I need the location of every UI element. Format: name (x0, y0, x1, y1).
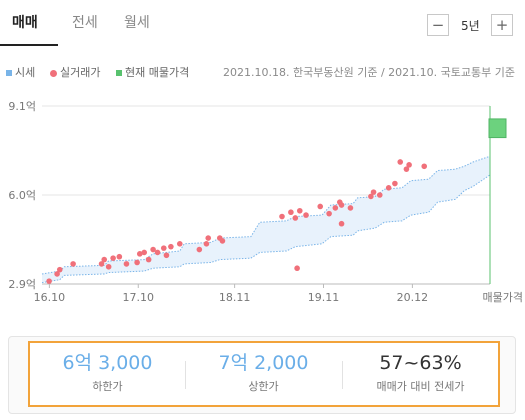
actual-transaction-point (392, 180, 398, 187)
x-tick-label: 16.10 (34, 291, 66, 304)
market-price-upper-line (41, 155, 491, 275)
legend-label: 시세 (15, 66, 36, 79)
period-increase-button[interactable]: + (491, 14, 513, 36)
actual-transaction-point (406, 162, 412, 168)
x-tick-label: 19.11 (308, 291, 340, 304)
actual-transaction-point (303, 212, 309, 218)
upper-price-label: 상한가 (248, 380, 279, 393)
actual-transaction-point (136, 251, 143, 257)
legend-item-market-price: 시세 (6, 64, 35, 80)
actual-transaction-point (205, 235, 212, 241)
actual-transaction-point (292, 215, 299, 221)
period-value: 5년 (461, 19, 480, 33)
price-chart: 2.9억 6.0억 9.1억 16.10 17.10 18.11 19.11 20.12 매물가… (8, 100, 523, 304)
actual-transaction-point (294, 265, 300, 272)
market-price-lower-line (41, 174, 491, 284)
y-tick-label: 2.9억 (8, 278, 36, 291)
actual-transaction-point (56, 266, 63, 273)
period-stepper: − 5년 + (427, 14, 513, 38)
lower-price-metric: 6억 3,000 하한가 (30, 351, 185, 394)
summary-divider (342, 361, 343, 389)
actual-transaction-point (385, 185, 392, 191)
actual-transaction-point (46, 278, 52, 284)
upper-price-metric: 7억 2,000 상한가 (186, 351, 341, 394)
actual-transaction-point (101, 256, 108, 263)
actual-transaction-point (54, 271, 60, 277)
actual-transaction-point (376, 192, 383, 198)
actual-transaction-point (397, 159, 404, 165)
actual-transaction-point (326, 210, 332, 217)
price-summary-box: 6억 3,000 하한가 7억 2,000 상한가 57~63% 매매가 대비 … (28, 341, 500, 407)
legend-item-actual-transaction: 실거래가 (50, 64, 100, 80)
jeonse-ratio-value: 57~63% (379, 352, 462, 374)
actual-transaction-point (160, 245, 167, 251)
actual-transaction-point (141, 249, 148, 256)
legend-label: 실거래가 (60, 66, 101, 79)
jeonse-ratio-metric: 57~63% 매매가 대비 전세가 (343, 351, 498, 394)
tab-sale[interactable]: 매매 (12, 15, 38, 31)
x-tick-label: 18.11 (219, 291, 251, 304)
actual-transaction-point (347, 205, 354, 211)
summary-divider (185, 361, 186, 389)
actual-transaction-point (116, 253, 123, 260)
actual-transaction-point (134, 259, 140, 266)
market-price-band (42, 156, 490, 283)
actual-transaction-point (370, 189, 377, 195)
actual-transaction-point (154, 249, 161, 256)
actual-transaction-point (279, 213, 285, 220)
actual-transaction-point (176, 241, 183, 247)
actual-transaction-point (196, 246, 203, 253)
actual-transaction-point (123, 261, 130, 267)
actual-transaction-point (338, 220, 345, 227)
tab-jeonse[interactable]: 전세 (72, 15, 98, 31)
actual-transaction-point (70, 261, 76, 267)
active-tab-indicator (0, 44, 58, 46)
period-decrease-button[interactable]: − (427, 14, 449, 36)
actual-transaction-point (368, 193, 374, 200)
lower-price-label: 하한가 (92, 380, 123, 393)
x-tick-label: 17.10 (123, 291, 155, 304)
actual-transaction-point (317, 203, 324, 210)
jeonse-ratio-label: 매매가 대비 전세가 (376, 380, 465, 393)
blue-square-icon (6, 70, 12, 76)
y-tick-label: 6.0억 (8, 189, 36, 202)
actual-transaction-point (168, 243, 174, 250)
current-listing-axis-label: 매물가격 (483, 291, 523, 304)
legend-label: 현재 매물가격 (125, 66, 190, 79)
x-tick-label: 20.12 (397, 291, 429, 304)
tab-monthly-rent[interactable]: 월세 (124, 15, 150, 31)
red-dot-icon (50, 69, 57, 77)
actual-transaction-point (105, 263, 112, 270)
actual-transaction-point (203, 241, 210, 247)
actual-transaction-point (421, 163, 428, 170)
actual-transaction-point (403, 166, 410, 172)
actual-transaction-point (296, 207, 303, 214)
actual-transaction-point (332, 205, 339, 211)
lower-price-value: 6억 3,000 (62, 352, 153, 374)
actual-transaction-point (219, 238, 226, 244)
actual-transaction-point (98, 261, 105, 267)
deal-type-tabs: 매매 전세 월세 (0, 0, 525, 46)
actual-transaction-point (163, 252, 170, 259)
current-listing-price-box (488, 118, 507, 139)
actual-transaction-point (150, 246, 156, 253)
actual-transaction-point (110, 255, 116, 261)
green-square-icon (116, 70, 122, 76)
actual-transaction-point (338, 202, 345, 208)
data-source-note: 2021.10.18. 한국부동산원 기준 / 2021.10. 국토교통부 기… (223, 66, 515, 79)
y-tick-label: 9.1억 (8, 100, 36, 113)
actual-transaction-point (288, 209, 294, 216)
legend-item-current-listing: 현재 매물가격 (116, 64, 189, 80)
upper-price-value: 7억 2,000 (218, 352, 309, 374)
actual-transaction-point (145, 256, 152, 263)
